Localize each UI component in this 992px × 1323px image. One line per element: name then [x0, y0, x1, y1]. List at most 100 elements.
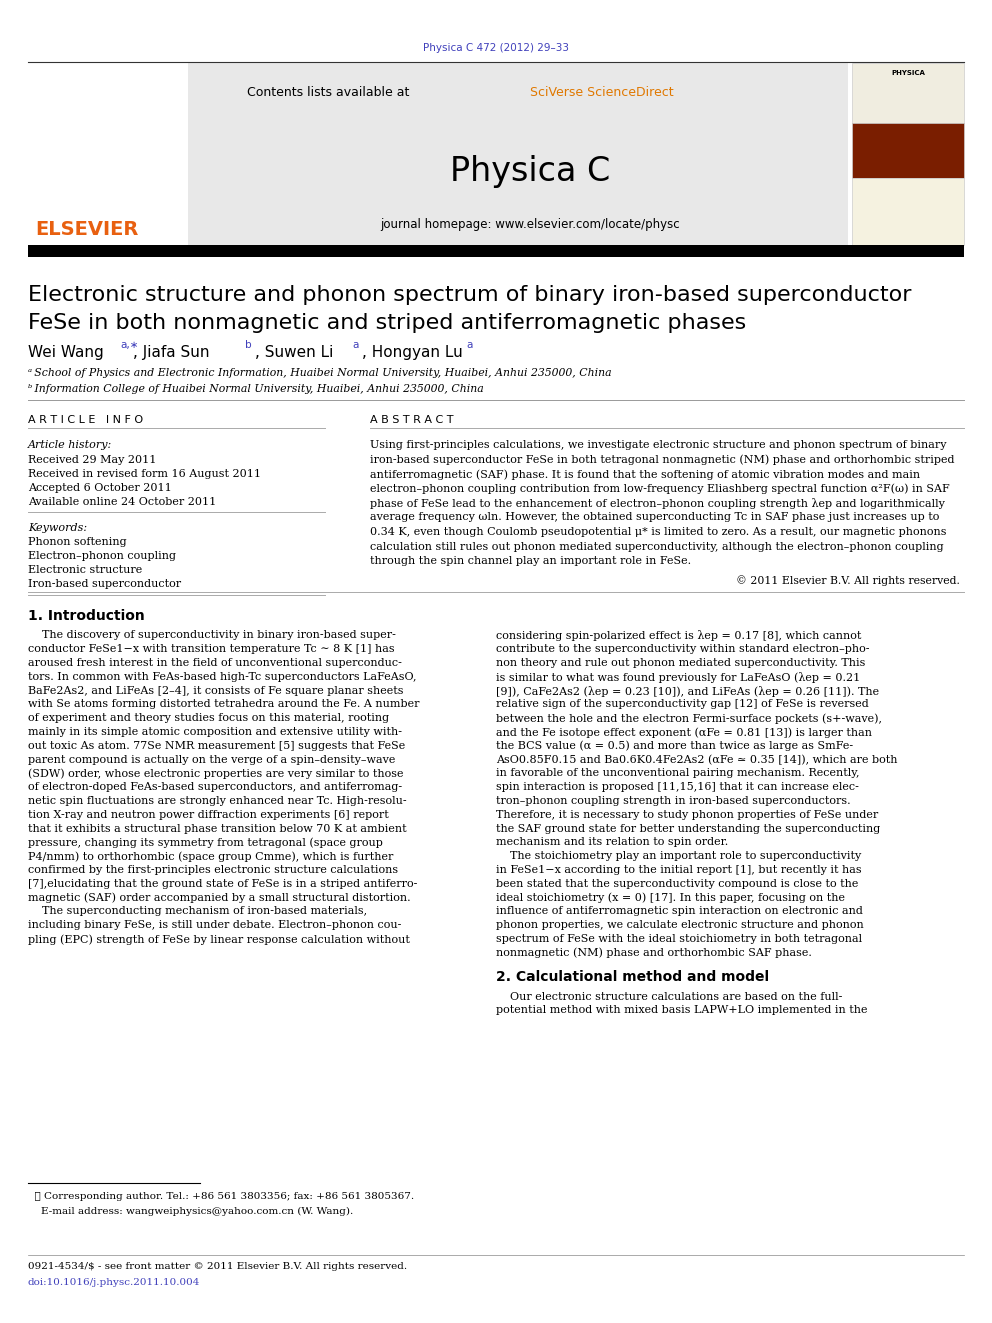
Text: pling (EPC) strength of FeSe by linear response calculation without: pling (EPC) strength of FeSe by linear r…	[28, 934, 410, 945]
Text: ᵇ Information College of Huaibei Normal University, Huaibei, Anhui 235000, China: ᵇ Information College of Huaibei Normal …	[28, 384, 484, 394]
Text: Received 29 May 2011: Received 29 May 2011	[28, 455, 157, 464]
Text: antiferromagnetic (SAF) phase. It is found that the softening of atomic vibratio: antiferromagnetic (SAF) phase. It is fou…	[370, 468, 921, 479]
Text: Keywords:: Keywords:	[28, 523, 87, 533]
Text: Received in revised form 16 August 2011: Received in revised form 16 August 2011	[28, 468, 261, 479]
Text: E-mail address: wangweiphysics@yahoo.com.cn (W. Wang).: E-mail address: wangweiphysics@yahoo.com…	[28, 1207, 353, 1216]
Text: © 2011 Elsevier B.V. All rights reserved.: © 2011 Elsevier B.V. All rights reserved…	[736, 576, 960, 586]
Text: the SAF ground state for better understanding the superconducting: the SAF ground state for better understa…	[496, 824, 880, 833]
Text: average frequency ωln. However, the obtained superconducting Tc in SAF phase jus: average frequency ωln. However, the obta…	[370, 512, 939, 523]
Text: SciVerse ScienceDirect: SciVerse ScienceDirect	[530, 86, 674, 99]
Text: electron–phonon coupling contribution from low-frequency Eliashberg spectral fun: electron–phonon coupling contribution fr…	[370, 483, 949, 493]
Text: considering spin-polarized effect is λep = 0.17 [8], which cannot: considering spin-polarized effect is λep…	[496, 631, 861, 642]
Text: 2. Calculational method and model: 2. Calculational method and model	[496, 970, 769, 984]
Text: Electronic structure and phonon spectrum of binary iron-based superconductor: Electronic structure and phonon spectrum…	[28, 284, 912, 306]
Text: with Se atoms forming distorted tetrahedra around the Fe. A number: with Se atoms forming distorted tetrahed…	[28, 700, 420, 709]
Text: in favorable of the unconventional pairing mechanism. Recently,: in favorable of the unconventional pairi…	[496, 769, 859, 778]
Text: FeSe in both nonmagnetic and striped antiferromagnetic phases: FeSe in both nonmagnetic and striped ant…	[28, 314, 746, 333]
Text: is similar to what was found previously for LaFeAsO (λep = 0.21: is similar to what was found previously …	[496, 672, 860, 683]
Text: Electronic structure: Electronic structure	[28, 565, 142, 576]
Text: b: b	[245, 340, 252, 351]
Text: Available online 24 October 2011: Available online 24 October 2011	[28, 497, 216, 507]
Text: Electron–phonon coupling: Electron–phonon coupling	[28, 550, 176, 561]
Text: and the Fe isotope effect exponent (αFe = 0.81 [13]) is larger than: and the Fe isotope effect exponent (αFe …	[496, 728, 872, 738]
Text: a: a	[352, 340, 358, 351]
Text: Physica C: Physica C	[450, 155, 610, 188]
Text: mainly in its simple atomic composition and extensive utility with-: mainly in its simple atomic composition …	[28, 728, 402, 737]
Text: tion X-ray and neutron power diffraction experiments [6] report: tion X-ray and neutron power diffraction…	[28, 810, 389, 820]
Text: a: a	[466, 340, 472, 351]
Text: PHYSICA: PHYSICA	[891, 70, 925, 75]
Text: nonmagnetic (NM) phase and orthorhombic SAF phase.: nonmagnetic (NM) phase and orthorhombic …	[496, 947, 811, 958]
Text: ★ Corresponding author. Tel.: +86 561 3803356; fax: +86 561 3805367.: ★ Corresponding author. Tel.: +86 561 38…	[28, 1192, 414, 1201]
Text: that it exhibits a structural phase transition below 70 K at ambient: that it exhibits a structural phase tran…	[28, 824, 407, 833]
Text: through the spin channel play an important role in FeSe.: through the spin channel play an importa…	[370, 556, 691, 566]
Text: potential method with mixed basis LAPW+LO implemented in the: potential method with mixed basis LAPW+L…	[496, 1005, 867, 1016]
Text: mechanism and its relation to spin order.: mechanism and its relation to spin order…	[496, 837, 728, 848]
Text: between the hole and the electron Fermi-surface pockets (s+-wave),: between the hole and the electron Fermi-…	[496, 713, 882, 724]
Text: Wei Wang: Wei Wang	[28, 345, 104, 360]
Text: non theory and rule out phonon mediated superconductivity. This: non theory and rule out phonon mediated …	[496, 658, 865, 668]
Text: been stated that the superconductivity compound is close to the: been stated that the superconductivity c…	[496, 878, 858, 889]
Text: calculation still rules out phonon mediated superconductivity, although the elec: calculation still rules out phonon media…	[370, 541, 943, 552]
Text: A B S T R A C T: A B S T R A C T	[370, 415, 453, 425]
Text: influence of antiferromagnetic spin interaction on electronic and: influence of antiferromagnetic spin inte…	[496, 906, 863, 917]
Text: conductor FeSe1−x with transition temperature Tc ∼ 8 K [1] has: conductor FeSe1−x with transition temper…	[28, 644, 395, 655]
Text: ᵃ School of Physics and Electronic Information, Huaibei Normal University, Huaib: ᵃ School of Physics and Electronic Infor…	[28, 368, 612, 378]
Text: contribute to the superconductivity within standard electron–pho-: contribute to the superconductivity with…	[496, 644, 870, 655]
Text: the BCS value (α = 0.5) and more than twice as large as SmFe-: the BCS value (α = 0.5) and more than tw…	[496, 741, 853, 751]
Text: spectrum of FeSe with the ideal stoichiometry in both tetragonal: spectrum of FeSe with the ideal stoichio…	[496, 934, 862, 945]
Text: (SDW) order, whose electronic properties are very similar to those: (SDW) order, whose electronic properties…	[28, 769, 404, 779]
Text: pressure, changing its symmetry from tetragonal (space group: pressure, changing its symmetry from tet…	[28, 837, 383, 848]
Text: 0921-4534/$ - see front matter © 2011 Elsevier B.V. All rights reserved.: 0921-4534/$ - see front matter © 2011 El…	[28, 1262, 407, 1271]
Text: , Suwen Li: , Suwen Li	[255, 345, 333, 360]
Text: P4/nmm) to orthorhombic (space group Cmme), which is further: P4/nmm) to orthorhombic (space group Cmm…	[28, 851, 394, 861]
Text: ideal stoichiometry (x = 0) [17]. In this paper, focusing on the: ideal stoichiometry (x = 0) [17]. In thi…	[496, 893, 845, 904]
Text: aroused fresh interest in the field of unconventional superconduc-: aroused fresh interest in the field of u…	[28, 658, 402, 668]
Text: relative sign of the superconductivity gap [12] of FeSe is reversed: relative sign of the superconductivity g…	[496, 700, 869, 709]
Text: The stoichiometry play an important role to superconductivity: The stoichiometry play an important role…	[496, 851, 861, 861]
Text: tors. In common with FeAs-based high-Tc superconductors LaFeAsO,: tors. In common with FeAs-based high-Tc …	[28, 672, 417, 681]
Text: [7],elucidating that the ground state of FeSe is in a striped antiferro-: [7],elucidating that the ground state of…	[28, 878, 418, 889]
Text: out toxic As atom. 77Se NMR measurement [5] suggests that FeSe: out toxic As atom. 77Se NMR measurement …	[28, 741, 406, 751]
Text: journal homepage: www.elsevier.com/locate/physc: journal homepage: www.elsevier.com/locat…	[380, 218, 680, 232]
Bar	[852, 123, 964, 179]
Text: Accepted 6 October 2011: Accepted 6 October 2011	[28, 483, 172, 493]
Bar	[28, 64, 848, 245]
Text: ELSEVIER: ELSEVIER	[35, 220, 138, 239]
Text: Our electronic structure calculations are based on the full-: Our electronic structure calculations ar…	[496, 992, 842, 1002]
Text: The superconducting mechanism of iron-based materials,: The superconducting mechanism of iron-ba…	[28, 906, 367, 917]
Text: A R T I C L E   I N F O: A R T I C L E I N F O	[28, 415, 143, 425]
Text: Therefore, it is necessary to study phonon properties of FeSe under: Therefore, it is necessary to study phon…	[496, 810, 878, 820]
Text: phase of FeSe lead to the enhancement of electron–phonon coupling strength λep a: phase of FeSe lead to the enhancement of…	[370, 497, 944, 509]
Bar	[852, 179, 964, 245]
Text: doi:10.1016/j.physc.2011.10.004: doi:10.1016/j.physc.2011.10.004	[28, 1278, 200, 1287]
Text: BaFe2As2, and LiFeAs [2–4], it consists of Fe square planar sheets: BaFe2As2, and LiFeAs [2–4], it consists …	[28, 685, 404, 696]
Text: tron–phonon coupling strength in iron-based superconductors.: tron–phonon coupling strength in iron-ba…	[496, 796, 850, 806]
Text: Physica C 472 (2012) 29–33: Physica C 472 (2012) 29–33	[423, 44, 569, 53]
Text: 1. Introduction: 1. Introduction	[28, 609, 145, 623]
Text: , Hongyan Lu: , Hongyan Lu	[362, 345, 462, 360]
Text: confirmed by the first-principles electronic structure calculations: confirmed by the first-principles electr…	[28, 865, 398, 875]
Bar	[28, 245, 964, 257]
Text: a,∗: a,∗	[120, 340, 139, 351]
Text: phonon properties, we calculate electronic structure and phonon: phonon properties, we calculate electron…	[496, 921, 864, 930]
Text: including binary FeSe, is still under debate. Electron–phonon cou-: including binary FeSe, is still under de…	[28, 921, 402, 930]
Text: Using first-principles calculations, we investigate electronic structure and pho: Using first-principles calculations, we …	[370, 441, 946, 450]
Text: netic spin fluctuations are strongly enhanced near Tc. High-resolu-: netic spin fluctuations are strongly enh…	[28, 796, 407, 806]
Bar	[852, 64, 964, 123]
Text: , Jiafa Sun: , Jiafa Sun	[133, 345, 209, 360]
Text: parent compound is actually on the verge of a spin–density–wave: parent compound is actually on the verge…	[28, 754, 396, 765]
Text: Phonon softening: Phonon softening	[28, 537, 127, 546]
Text: spin interaction is proposed [11,15,16] that it can increase elec-: spin interaction is proposed [11,15,16] …	[496, 782, 859, 792]
Text: Article history:: Article history:	[28, 441, 112, 450]
Text: The discovery of superconductivity in binary iron-based super-: The discovery of superconductivity in bi…	[28, 631, 396, 640]
Text: in FeSe1−x according to the initial report [1], but recently it has: in FeSe1−x according to the initial repo…	[496, 865, 862, 875]
Text: iron-based superconductor FeSe in both tetragonal nonmagnetic (NM) phase and ort: iron-based superconductor FeSe in both t…	[370, 455, 954, 466]
Text: magnetic (SAF) order accompanied by a small structural distortion.: magnetic (SAF) order accompanied by a sm…	[28, 893, 411, 904]
Text: Iron-based superconductor: Iron-based superconductor	[28, 579, 182, 589]
Text: of electron-doped FeAs-based superconductors, and antiferromag-: of electron-doped FeAs-based superconduc…	[28, 782, 402, 792]
Text: of experiment and theory studies focus on this material, rooting: of experiment and theory studies focus o…	[28, 713, 389, 724]
Bar	[28, 64, 188, 245]
Text: Contents lists available at: Contents lists available at	[247, 86, 414, 99]
Text: 0.34 K, even though Coulomb pseudopotential μ* is limited to zero. As a result, : 0.34 K, even though Coulomb pseudopotent…	[370, 527, 946, 537]
